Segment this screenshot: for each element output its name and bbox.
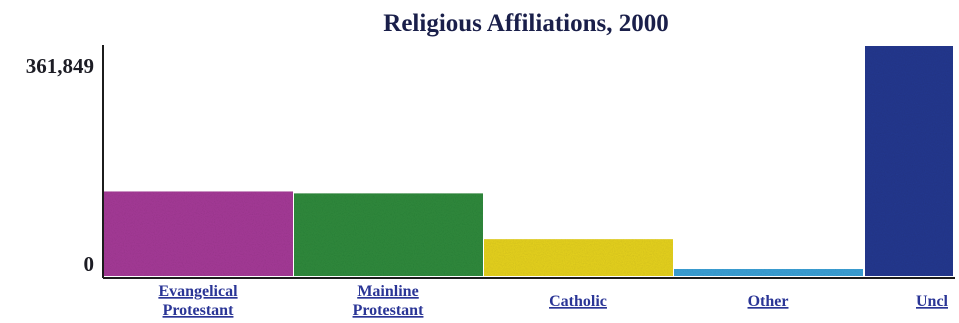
chart-title: Religious Affiliations, 2000: [383, 10, 668, 37]
bar-evangelical-protestant: [104, 191, 293, 276]
y-tick-label: 361,849: [26, 54, 94, 78]
bar-other: [674, 269, 863, 276]
x-category-label: Other: [748, 293, 789, 310]
x-category-label: Catholic: [549, 293, 607, 310]
x-category-label: Evangelical Protestant: [158, 283, 238, 319]
y-tick-labels: 0 361,849: [26, 54, 94, 276]
y-tick-label: 0: [84, 252, 95, 276]
bar-uncl: [865, 46, 953, 276]
x-category-label: Mainline Protestant: [353, 283, 424, 319]
x-category-label: Uncl: [916, 293, 949, 310]
bar-mainline-protestant: [294, 193, 483, 276]
x-category-labels: Evangelical Protestant Mainline Protestant C…: [158, 283, 948, 319]
bar-catholic: [484, 239, 673, 276]
bars-group: [104, 46, 953, 276]
